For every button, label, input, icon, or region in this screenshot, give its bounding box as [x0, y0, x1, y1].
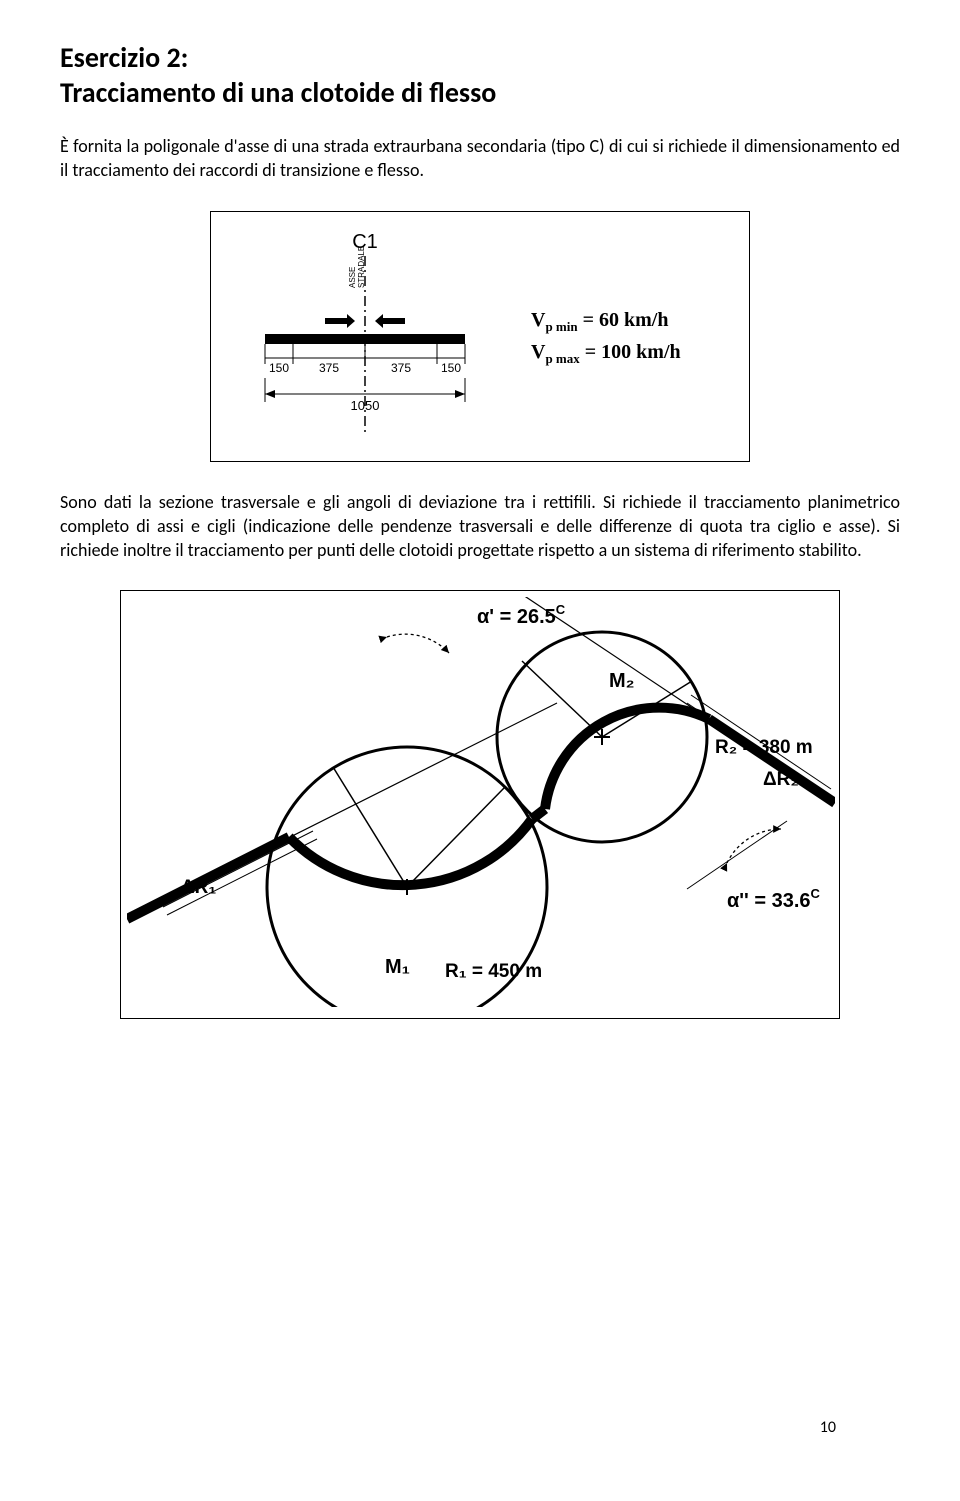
r2-label: R₂ = 380 m	[715, 737, 813, 758]
vp-max-eq: = 100 km/h	[580, 341, 681, 363]
dr1-label: ΔR₁	[181, 877, 216, 898]
alpha1-label: α' = 26.5C	[477, 602, 566, 628]
task-paragraph: Sono dati la sezione trasversale e gli a…	[60, 490, 900, 563]
r1-label: R₁ = 450 m	[445, 961, 542, 982]
vp-min: Vp min = 60 km/h	[531, 309, 681, 335]
axis-label-bot: STRADALE	[357, 245, 366, 287]
speed-block: Vp min = 60 km/h Vp max = 100 km/h	[531, 303, 681, 373]
cross-section-box: C1 ASSE STRADALE 150 375	[210, 211, 750, 462]
dim-total: 1050	[351, 398, 380, 413]
vp-min-symbol: V	[531, 309, 545, 331]
plan-box: α' = 26.5C α'' = 33.6C M₂ M₁ R₂ = 380 m …	[120, 590, 840, 1019]
dim-2: 375	[391, 361, 411, 375]
dim-1: 375	[319, 361, 339, 375]
plan-figure: α' = 26.5C α'' = 33.6C M₂ M₁ R₂ = 380 m …	[60, 590, 900, 1019]
dim-0: 150	[269, 361, 289, 375]
m1-label: M₁	[385, 956, 410, 978]
vp-max-sub: p max	[545, 351, 579, 366]
exercise-title-block: Esercizio 2: Tracciamento di una clotoid…	[60, 40, 900, 110]
alpha2-label: α'' = 33.6C	[727, 886, 821, 912]
axis-label-top: ASSE	[348, 266, 357, 287]
intro-paragraph: È fornita la poligonale d'asse di una st…	[60, 134, 900, 183]
m2-label: M₂	[609, 670, 635, 692]
vp-min-eq: = 60 km/h	[578, 309, 669, 331]
vp-max: Vp max = 100 km/h	[531, 341, 681, 367]
cross-section-figure: C1 ASSE STRADALE 150 375	[60, 211, 900, 462]
title-line-1: Esercizio 2:	[60, 40, 900, 75]
dr2-label: ΔR₂	[763, 769, 799, 790]
dim-3: 150	[441, 361, 461, 375]
vp-max-symbol: V	[531, 341, 545, 363]
cross-section-diagram: C1 ASSE STRADALE 150 375	[235, 226, 495, 451]
title-line-2: Tracciamento di una clotoide di flesso	[60, 75, 900, 110]
page-root: { "title": { "line1": "Esercizio 2:", "l…	[60, 40, 900, 1461]
vp-min-sub: p min	[545, 319, 577, 334]
